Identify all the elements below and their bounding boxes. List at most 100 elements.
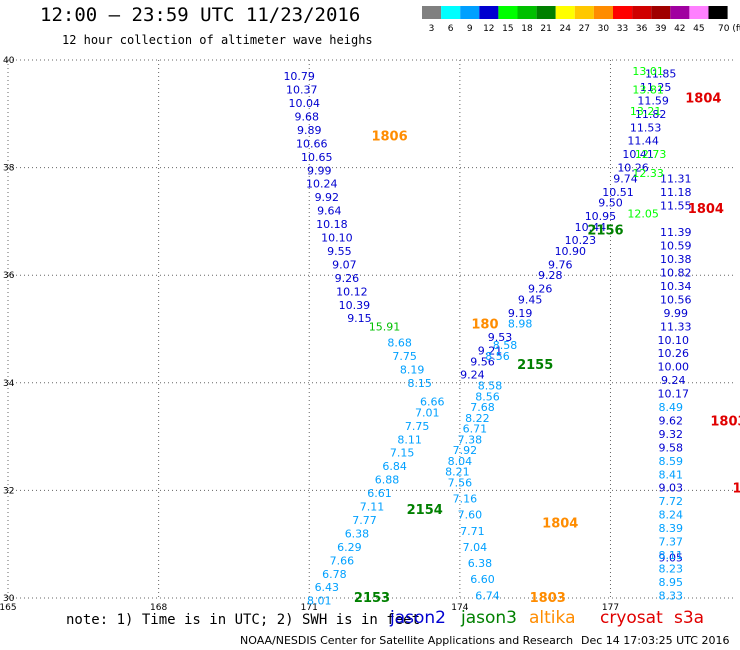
wave-height-value: 6.38	[345, 527, 370, 540]
time-annotation: 1803	[710, 414, 740, 429]
wave-height-value: 6.43	[315, 581, 340, 594]
credit-line: NOAA/NESDIS Center for Satellite Applica…	[240, 634, 574, 647]
wave-height-value: 7.01	[415, 406, 440, 419]
wave-height-value: 9.55	[327, 245, 352, 258]
wave-height-value: 9.76	[548, 258, 573, 271]
wave-height-value: 6.88	[375, 474, 400, 487]
y-tick-label: 36	[3, 271, 15, 281]
wave-height-value: 10.23	[565, 234, 597, 247]
wave-height-value: 10.44	[575, 221, 607, 234]
wave-height-value: 11.59	[637, 94, 669, 107]
time-annotation: 2156	[587, 223, 623, 238]
wave-height-value: 9.32	[658, 428, 683, 441]
legend-label: 30	[598, 24, 610, 34]
wave-height-value: 11.53	[630, 121, 662, 134]
x-tick-label: 165	[0, 603, 17, 613]
wave-height-value: 9.99	[664, 307, 689, 320]
legend-swatch	[632, 6, 652, 19]
wave-height-value: 10.65	[301, 151, 333, 164]
y-tick-label: 38	[3, 164, 15, 174]
wave-height-value: 10.90	[555, 245, 587, 258]
wave-height-value: 9.74	[613, 172, 638, 185]
wave-height-value: 7.15	[390, 447, 415, 460]
x-tick-label: 174	[451, 603, 468, 613]
wave-height-value: 10.38	[660, 253, 692, 266]
chart-title: 12:00 – 23:59 UTC 11/23/2016	[40, 4, 361, 26]
wave-height-value: 10.26	[657, 347, 689, 360]
wave-height-value: 13.81	[632, 84, 664, 97]
time-annotation: 1803	[530, 591, 566, 606]
legend-swatch	[498, 6, 518, 19]
wave-height-value: 9.19	[508, 307, 533, 320]
generated-timestamp: Dec 14 17:03:25 UTC 2016	[581, 634, 730, 647]
legend-label: 21	[540, 24, 551, 34]
wave-height-value: 7.11	[360, 501, 385, 514]
wave-height-value: 6.71	[463, 423, 488, 436]
wave-height-value: 7.75	[392, 350, 417, 363]
wave-height-value: 8.68	[387, 336, 412, 349]
wave-height-value: 9.62	[658, 414, 683, 427]
wave-height-value: 10.51	[602, 186, 634, 199]
time-annotation: 1804	[688, 202, 724, 217]
wave-height-value: 10.82	[660, 267, 692, 280]
wave-height-value: 7.66	[330, 554, 355, 567]
wave-height-value: 11.31	[660, 172, 692, 185]
wave-height-value: 7.72	[658, 495, 683, 508]
wave-height-value: 6.66	[420, 396, 445, 409]
wave-height-value: 8.98	[508, 318, 533, 331]
wave-height-value: 10.12	[336, 285, 368, 298]
legend-label: 18	[521, 24, 533, 34]
wave-height-value: 6.84	[382, 460, 407, 473]
wave-height-value: 10.00	[657, 361, 689, 374]
legend-cryosat: cryosat	[600, 608, 663, 628]
axis-ticks: 165 168 171 174 177 30 32 34 36 38 40	[0, 56, 619, 613]
wave-height-value: 6.29	[337, 541, 362, 554]
wave-height-value: 9.68	[294, 110, 319, 123]
time-annotation: 2153	[354, 591, 390, 606]
legend-jason3: jason3	[461, 608, 517, 628]
wave-height-value: 8.19	[400, 363, 425, 376]
wave-height-value: 10.10	[657, 334, 689, 347]
wave-height-value: 6.60	[470, 573, 495, 586]
wave-height-value: 7.37	[658, 536, 683, 549]
wave-height-value: 8.24	[658, 509, 683, 522]
legend-swatch	[517, 6, 537, 19]
wave-height-value: 9.92	[315, 191, 340, 204]
wave-height-value: 10.66	[296, 137, 328, 150]
wave-height-value: 8.59	[658, 455, 683, 468]
wave-height-value: 9.64	[317, 205, 342, 218]
wave-height-value: 9.26	[335, 272, 360, 285]
wave-height-value: 9.58	[658, 441, 683, 454]
legend-label: 6	[448, 24, 454, 34]
wave-height-value: 7.71	[460, 525, 485, 538]
wave-height-value: 9.15	[347, 312, 372, 325]
wave-height-value: 9.07	[332, 258, 357, 271]
wave-height-value: 8.95	[658, 576, 683, 589]
time-annotation: 1804	[685, 92, 721, 107]
y-tick-label: 34	[3, 379, 15, 389]
legend-jason2: jason2	[390, 608, 446, 628]
wave-height-value: 6.38	[468, 557, 493, 570]
legend-swatch	[460, 6, 480, 19]
x-tick-label: 168	[150, 603, 167, 613]
wave-height-value: 8.04	[448, 455, 473, 468]
wave-height-value: 11.33	[660, 320, 692, 333]
legend-swatch	[422, 6, 442, 19]
wave-height-value: 13.21	[630, 105, 662, 118]
wave-height-value: 7.38	[458, 433, 483, 446]
legend-swatch	[593, 6, 613, 19]
wave-height-value: 7.75	[405, 420, 430, 433]
time-annotation: 2155	[517, 358, 553, 373]
wave-height-value: 10.37	[286, 84, 318, 97]
time-annotation: 180	[732, 482, 740, 497]
legend-label: 39	[655, 24, 667, 34]
wave-height-value: 8.15	[407, 377, 432, 390]
wave-height-value: 11.39	[660, 226, 692, 239]
legend-swatch	[479, 6, 499, 19]
time-annotation: 1804	[542, 517, 578, 532]
legend-label: 70 (ft)	[718, 24, 740, 34]
legend-label: 45	[693, 24, 704, 34]
wave-height-value: 7.68	[470, 401, 495, 414]
wave-height-value: 10.24	[306, 178, 338, 191]
